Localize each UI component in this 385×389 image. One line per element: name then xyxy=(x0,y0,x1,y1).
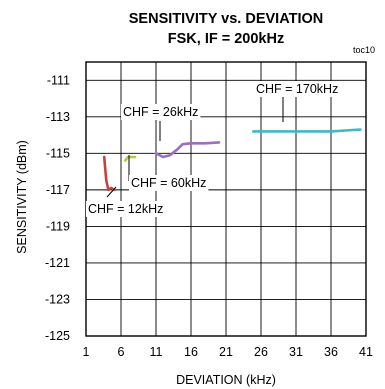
x-axis-label: DEVIATION (kHz) xyxy=(176,373,276,387)
annotation-bg xyxy=(129,175,209,191)
x-tick-labels: 1 6 11 16 21 26 31 36 41 xyxy=(83,345,373,359)
y-tick-label: -111 xyxy=(47,73,70,87)
chart-subtitle: FSK, IF = 200kHz xyxy=(168,31,284,47)
y-axis-label: SENSITIVITY (dBm) xyxy=(15,140,29,254)
annotation-group: CHF = 12kHz CHF = 60kHz CHF = 26kHz CHF = 1… xyxy=(86,81,341,217)
plot-frame xyxy=(85,61,367,337)
x-tick-label: 11 xyxy=(150,345,163,359)
annotation-leader xyxy=(106,186,117,198)
x-tick-label: 6 xyxy=(118,345,125,359)
y-tick-label: -117 xyxy=(46,183,70,197)
y-tick-label: -121 xyxy=(45,256,70,270)
y-tick-labels: -111 -113 -115 -117 -119 -121 -123 -125 xyxy=(45,73,70,343)
annotation-bg xyxy=(254,81,341,97)
series-line-3 xyxy=(154,141,221,159)
x-tick-label: 41 xyxy=(359,345,373,359)
series-line-4 xyxy=(252,128,362,133)
annotation-label: CHF = 26kHz xyxy=(123,105,198,119)
x-tick-label: 1 xyxy=(83,345,90,359)
annotation-bg xyxy=(86,201,166,217)
x-tick-label: 16 xyxy=(184,345,198,359)
x-tick-label: 31 xyxy=(289,345,303,359)
y-tick-label: -115 xyxy=(46,146,70,160)
x-tick-label: 21 xyxy=(219,345,233,359)
grid xyxy=(85,61,367,337)
series-line-1 xyxy=(102,155,116,192)
figure-tag: toc10 xyxy=(353,45,375,55)
annotation-label: CHF = 170kHz xyxy=(256,82,338,96)
x-tick-label: 36 xyxy=(324,345,338,359)
chart-title: SENSITIVITY vs. DEVIATION xyxy=(129,11,323,27)
y-tick-label: -123 xyxy=(45,292,70,306)
series-group xyxy=(102,128,362,192)
y-tick-label: -125 xyxy=(45,329,70,343)
series-line-2 xyxy=(123,155,137,162)
annotation-label: CHF = 12kHz xyxy=(88,202,163,216)
annotation-label: CHF = 60kHz xyxy=(131,176,206,190)
y-tick-label: -119 xyxy=(46,219,70,233)
annotation-bg xyxy=(121,104,201,120)
y-tick-label: -113 xyxy=(46,110,70,124)
x-tick-label: 26 xyxy=(254,345,268,359)
